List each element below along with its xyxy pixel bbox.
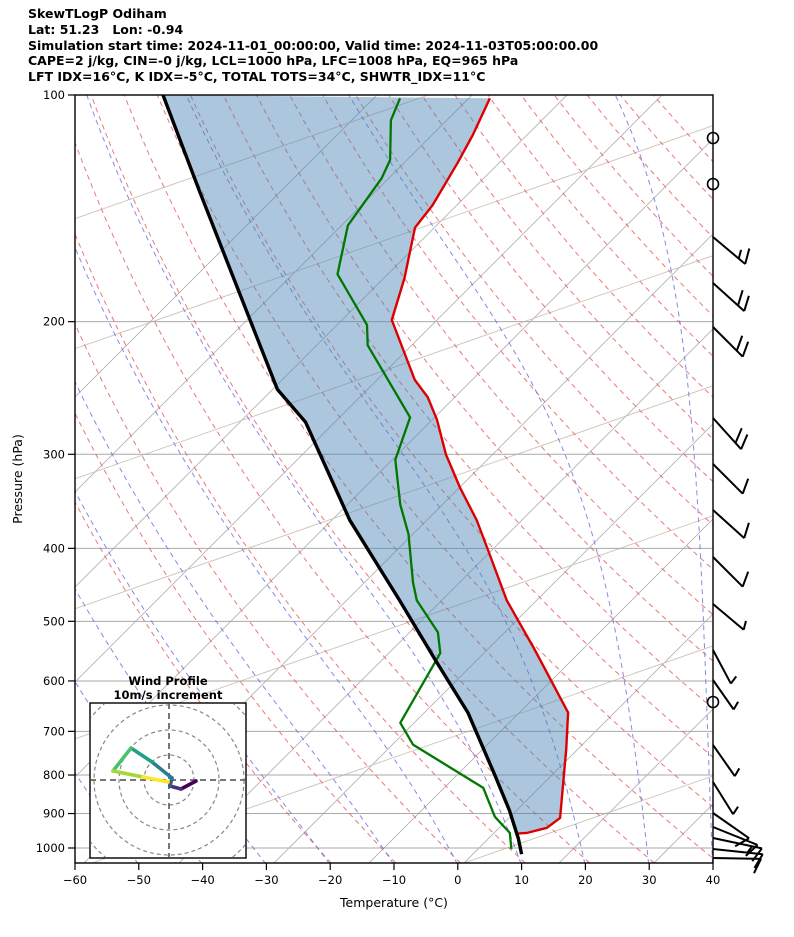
wind-barb-icon: [712, 649, 738, 685]
inset-subtitle: 10m/s increment: [114, 688, 223, 702]
parcel-trace-curve: [161, 95, 524, 855]
calm-wind-icon: [706, 695, 720, 709]
calm-wind-icon: [706, 131, 720, 145]
x-tick-label: 0: [454, 873, 461, 887]
temperature-curve: [390, 97, 570, 835]
inset-title: Wind Profile: [128, 674, 208, 688]
y-tick-label: 200: [43, 315, 65, 329]
wind-barb-icon: [712, 781, 739, 815]
indices-line2: LFT IDX=16°C, K IDX=-5°C, TOTAL TOTS=34°…: [28, 69, 486, 85]
y-tick-label: 900: [43, 807, 65, 821]
hodograph-trace-segment: [150, 760, 174, 780]
latlon-label: Lat: 51.23 Lon: -0.94: [28, 21, 184, 37]
plot-gridlines: [75, 95, 713, 863]
y-tick-label: 400: [43, 541, 65, 555]
x-tick-label: −40: [190, 873, 214, 887]
y-tick-label: 700: [43, 724, 65, 738]
page-title: SkewTLogP Odiham: [28, 6, 167, 21]
y-tick-label: 500: [43, 614, 65, 628]
sim-time-label: Simulation start time: 2024-11-01_00:00:…: [28, 37, 599, 53]
hodograph-ring: [118, 729, 220, 831]
dewpoint-curve: [336, 97, 513, 850]
y-tick-label: 1000: [36, 841, 65, 855]
wind-barb-icon: [712, 509, 750, 539]
cape-cin-shaded-area: [163, 95, 569, 839]
wind-barb-icon: [712, 282, 750, 312]
wind-barbs: [706, 131, 764, 874]
x-tick-label: −50: [127, 873, 151, 887]
y-tick-label: 800: [43, 768, 65, 782]
hodograph-trace-segment: [129, 746, 154, 764]
hodograph-trace-segment: [111, 746, 133, 773]
calm-wind-icon: [706, 177, 720, 191]
y-tick-label: 600: [43, 674, 65, 688]
figure-header: SkewTLogP Odiham Lat: 51.23 Lon: -0.94 S…: [28, 6, 598, 85]
wind-barb-icon: [712, 679, 740, 711]
x-tick-label: 40: [706, 873, 721, 887]
wind-barb-icon: [712, 417, 749, 450]
hodograph-trace-segment: [141, 775, 170, 784]
wind-barb-icon: [712, 326, 750, 358]
wind-barb-icon: [712, 556, 750, 588]
hodograph-trace-segment: [168, 784, 183, 791]
x-tick-label: 30: [642, 873, 657, 887]
y-axis-title: Pressure (hPa): [10, 434, 25, 524]
x-tick-label: 20: [578, 873, 593, 887]
wind-barb-icon: [712, 603, 747, 631]
x-tick-label: −10: [382, 873, 406, 887]
x-axis-title: Temperature (°C): [339, 895, 448, 910]
indices-line1: CAPE=2 j/kg, CIN=-0 j/kg, LCL=1000 hPa, …: [28, 53, 519, 69]
wind-barb-icon: [712, 848, 764, 869]
x-tick-label: −30: [254, 873, 278, 887]
x-tick-label: −20: [318, 873, 342, 887]
wind-barb-icon: [712, 857, 762, 874]
y-tick-label: 100: [43, 88, 65, 102]
wind-barb-icon: [712, 463, 750, 495]
hodograph-trace-segment: [111, 769, 145, 779]
x-tick-label: −60: [63, 873, 87, 887]
wind-barb-icon: [712, 744, 741, 777]
y-tick-label: 300: [43, 447, 65, 461]
wind-barb-icon: [712, 236, 751, 265]
hodograph-trace-segment: [179, 779, 198, 791]
x-tick-label: 10: [514, 873, 529, 887]
